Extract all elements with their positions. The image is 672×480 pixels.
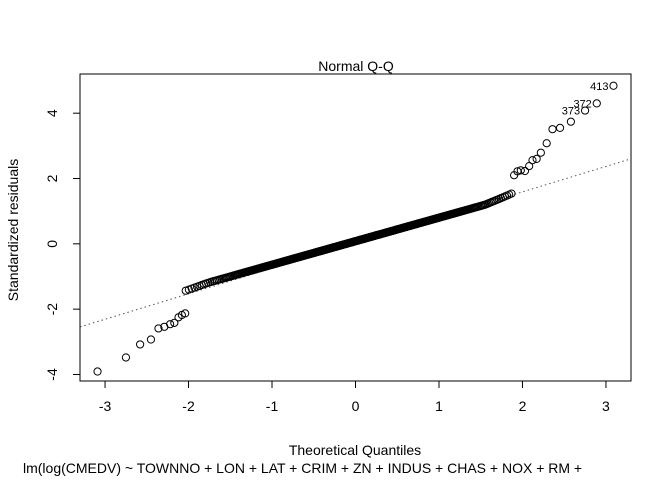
qq-point (532, 154, 541, 164)
qq-point (528, 156, 537, 165)
x-tick-label: -3 (99, 398, 112, 414)
y-tick-label: -2 (44, 303, 60, 316)
qq-point (516, 166, 525, 175)
y-tick-label: 0 (44, 240, 60, 248)
points-layer (93, 81, 618, 376)
x-tick-label: -1 (266, 398, 279, 414)
point-label-373: 373 (562, 106, 580, 118)
y-tick-label: 4 (44, 109, 60, 117)
qq-point (542, 139, 551, 148)
qq-point (555, 123, 565, 132)
qq-point (93, 367, 102, 376)
x-tick-label: -2 (182, 398, 195, 414)
qq-point (548, 125, 557, 134)
chart-title: Normal Q-Q (318, 58, 394, 74)
qq-point (166, 320, 175, 329)
y-axis: -4 -2 0 2 4 (44, 109, 81, 381)
y-tick-label: 2 (44, 174, 60, 182)
x-tick-label: 1 (435, 398, 443, 414)
qq-point (536, 148, 545, 157)
qq-point (566, 117, 575, 126)
point-label-413: 413 (590, 81, 608, 93)
qq-point (181, 309, 190, 318)
x-axis-title: Theoretical Quantiles (289, 442, 421, 458)
x-tick-label: 3 (602, 398, 610, 414)
qq-point (170, 318, 179, 327)
qq-point (136, 340, 145, 349)
qq-point (609, 81, 618, 90)
point-label-372: 372 (573, 98, 591, 110)
plot-frame (79, 73, 632, 382)
model-formula-subtitle: lm(log(CMEDV) ~ TOWNNO + LON + LAT + CRI… (23, 460, 582, 476)
x-tick-label: 2 (519, 398, 527, 414)
x-axis: -3 -2 -1 0 1 2 3 (99, 380, 610, 414)
qq-point (154, 324, 163, 333)
qq-point (121, 353, 131, 362)
y-tick-label: -4 (44, 368, 60, 381)
qq-point (520, 166, 530, 176)
qq-point (592, 99, 601, 108)
qq-point (580, 106, 590, 115)
qq-point (507, 189, 516, 198)
x-tick-label: 0 (352, 398, 360, 414)
y-axis-title: Standardized residuals (5, 159, 21, 301)
qq-point (146, 335, 156, 344)
